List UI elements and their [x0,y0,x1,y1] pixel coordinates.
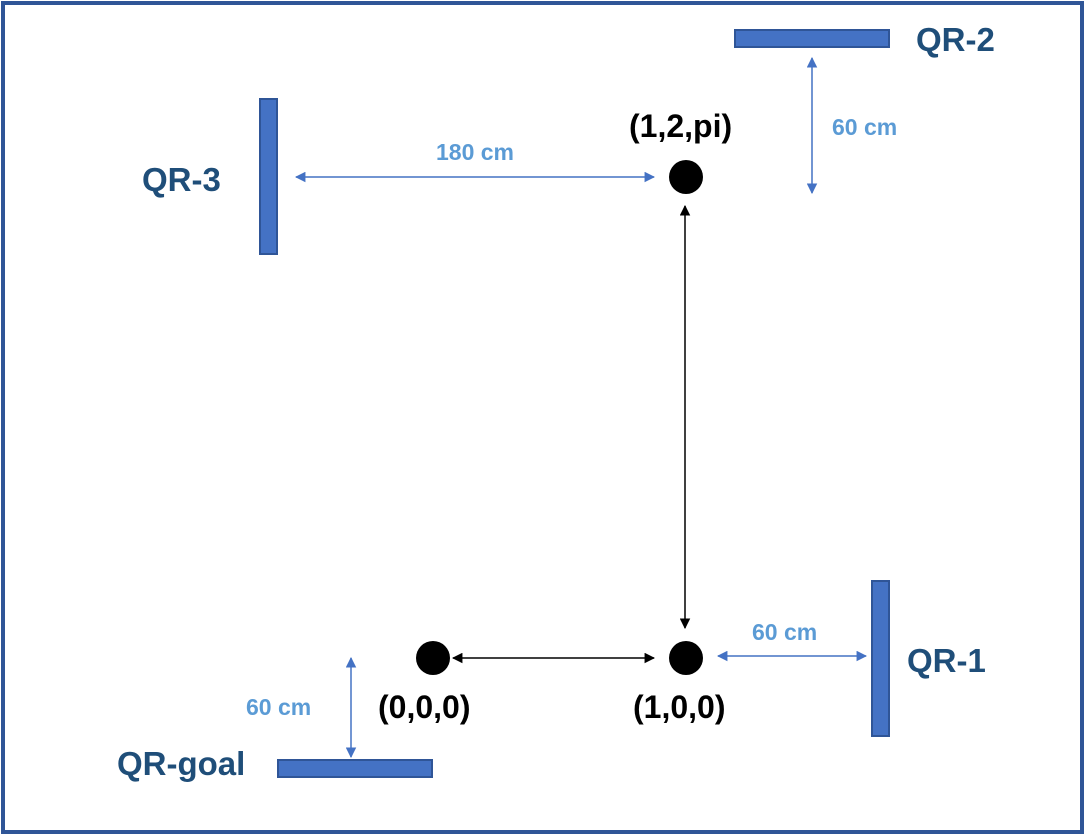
qr-1-marker [871,580,890,737]
waypoint-corner-label: (1,0,0) [633,689,725,725]
dimension-label-qr1: 60 cm [752,619,817,645]
qr-goal-label: QR-goal [117,745,245,782]
qr-2-label: QR-2 [916,21,995,58]
qr-1-label: QR-1 [907,642,986,679]
dimension-label-qr3: 180 cm [436,139,514,165]
waypoint-origin-label: (0,0,0) [378,689,470,725]
qr-2-marker [734,29,890,48]
dimension-label-goal: 60 cm [246,694,311,720]
waypoint-top [669,160,703,194]
qr-3-marker [259,98,278,255]
qr-goal-marker [277,759,433,778]
waypoint-top-label: (1,2,pi) [629,108,732,144]
waypoint-corner [669,641,703,675]
dimension-label-qr2: 60 cm [832,114,897,140]
waypoint-origin [416,641,450,675]
qr-3-label: QR-3 [142,161,221,198]
